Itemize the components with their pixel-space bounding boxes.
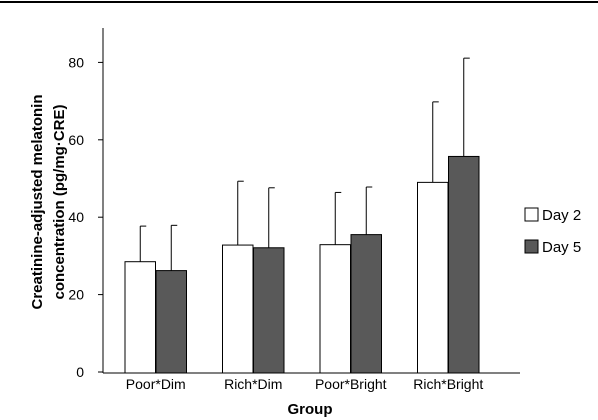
x-tick-label: Rich*Dim [224, 376, 282, 392]
bar-day-5 [253, 247, 285, 374]
y-axis-title-line-1: Creatinine-adjusted melatonin [29, 94, 46, 309]
bar-day-2 [319, 244, 351, 374]
legend-swatch [524, 207, 539, 222]
legend-label: Day 2 [542, 207, 581, 224]
bar-day-5 [448, 155, 480, 374]
y-axis-title-line-2: concentration (pg/mg·CRE) [51, 105, 68, 300]
x-tick-label: Poor*Bright [315, 376, 387, 392]
x-axis-title: Group [288, 401, 333, 418]
legend-label: Day 5 [542, 239, 581, 256]
x-tick-label: Rich*Bright [413, 376, 483, 392]
x-tick-label: Poor*Dim [126, 376, 186, 392]
y-tick-label: 0 [76, 364, 84, 380]
bar-day-2 [417, 181, 449, 374]
y-tick-label: 40 [68, 209, 84, 225]
y-axis-title: Creatinine-adjusted melatonin concentrat… [29, 94, 68, 309]
legend: Day 2 Day 5 [524, 207, 581, 256]
legend-swatch [524, 239, 539, 254]
bar-day-5 [155, 270, 187, 374]
y-tick-label: 20 [68, 287, 84, 303]
bar-day-2 [222, 244, 254, 374]
y-tick-label: 60 [68, 132, 84, 148]
y-tick-label: 80 [68, 54, 84, 70]
plot-area: 0 20 40 60 80 Poor*Dim Rich*Dim Poor*Bright Rich… [68, 28, 520, 392]
bar-day-5 [350, 234, 382, 374]
bar-day-2 [124, 261, 156, 374]
